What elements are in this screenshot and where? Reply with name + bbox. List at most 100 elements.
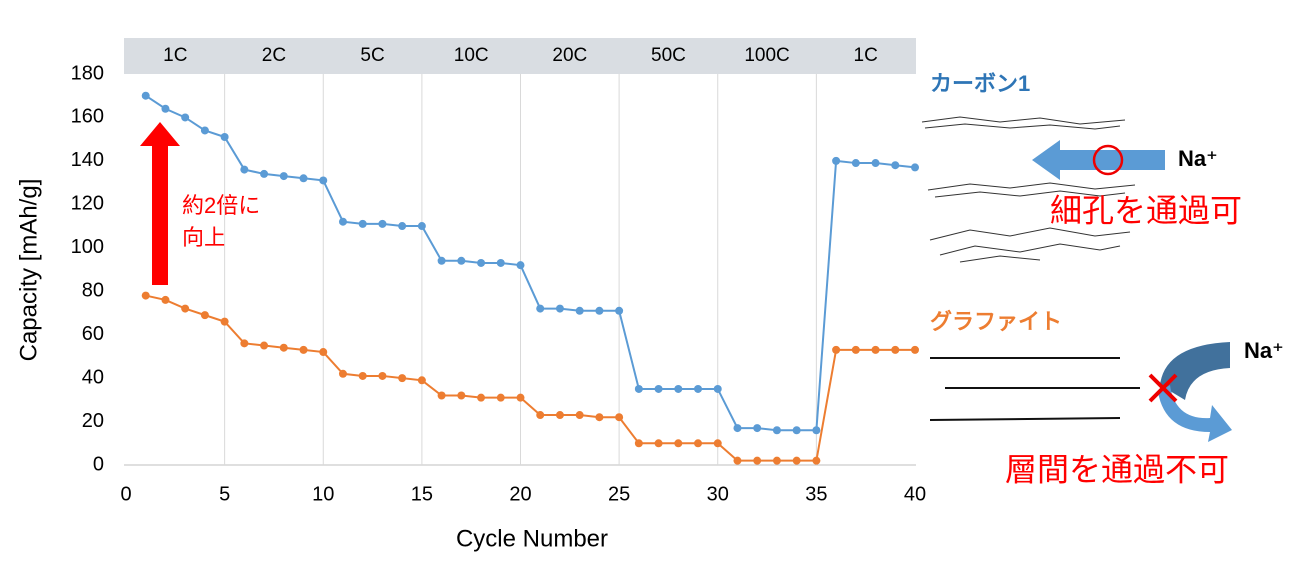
ion-label: Na⁺ (1178, 146, 1218, 171)
y-tick-label: 60 (82, 323, 104, 345)
data-point (279, 172, 288, 181)
band-label: 100C (744, 45, 789, 66)
data-point (141, 91, 150, 100)
data-point (299, 345, 308, 354)
data-point (417, 376, 426, 385)
data-point (595, 306, 604, 315)
data-point (674, 384, 683, 393)
data-point (516, 393, 525, 402)
x-axis-label: Cycle Number (456, 525, 608, 552)
data-point (654, 384, 663, 393)
data-point (496, 258, 505, 267)
data-point (595, 413, 604, 422)
data-point (694, 439, 703, 448)
data-point (398, 374, 407, 383)
data-point (141, 291, 150, 300)
data-point (279, 343, 288, 352)
band-label: 10C (454, 45, 489, 66)
x-tick-label: 40 (904, 483, 926, 505)
data-point (733, 424, 742, 433)
data-point (832, 156, 841, 165)
data-point (437, 256, 446, 265)
data-point (753, 424, 762, 433)
legend-label: グラファイト (930, 309, 1062, 334)
data-point (674, 439, 683, 448)
data-point (891, 161, 900, 170)
data-point (338, 369, 347, 378)
y-tick-label: 140 (71, 149, 104, 171)
ion-arrow (1158, 385, 1232, 442)
data-point (733, 456, 742, 465)
annotation: 向上 (182, 225, 226, 250)
data-point (851, 345, 860, 354)
data-point (575, 306, 584, 315)
data-point (713, 384, 722, 393)
data-point (575, 411, 584, 420)
band-label: 50C (651, 45, 686, 66)
ion-arrow (1032, 140, 1165, 180)
x-tick-label: 10 (312, 483, 334, 505)
data-point (654, 439, 663, 448)
data-point (358, 219, 367, 228)
data-point (240, 165, 249, 174)
data-point (555, 411, 564, 420)
x-tick-label: 30 (707, 483, 729, 505)
data-point (181, 113, 190, 122)
data-point (871, 159, 880, 168)
data-point (378, 219, 387, 228)
band-label: 2C (262, 45, 286, 66)
y-axis-label: Capacity [mAh/g] (15, 179, 42, 362)
y-tick-label: 20 (82, 410, 104, 432)
data-point (319, 348, 328, 357)
data-point (911, 345, 919, 354)
data-point (792, 426, 801, 435)
data-point (220, 317, 229, 326)
data-point (536, 304, 545, 313)
data-point (496, 393, 505, 402)
data-point (812, 456, 821, 465)
band-label: 1C (163, 45, 187, 66)
data-point (358, 371, 367, 380)
data-point (634, 384, 643, 393)
block-marker (1148, 373, 1178, 403)
x-tick-label: 20 (509, 483, 531, 505)
y-tick-label: 40 (82, 366, 104, 388)
x-tick-label: 35 (805, 483, 827, 505)
x-tick-label: 0 (120, 483, 131, 505)
data-point (240, 339, 249, 348)
data-point (911, 163, 919, 172)
carbon-illustration (921, 116, 1136, 263)
data-point (477, 258, 486, 267)
band-label: 1C (854, 45, 878, 66)
data-point (615, 306, 624, 315)
data-point (220, 132, 229, 141)
data-point (181, 304, 190, 313)
data-point (299, 174, 308, 183)
annotation: 約2倍に (182, 193, 260, 218)
band-label: 20C (552, 45, 587, 66)
annotation: 層間を通過不可 (1005, 451, 1229, 487)
y-tick-label: 180 (71, 62, 104, 84)
rate-band (124, 38, 916, 74)
data-point (260, 169, 269, 178)
data-point (832, 345, 841, 354)
ion-arrow (1160, 342, 1230, 400)
data-point (161, 104, 170, 113)
series-line (145, 294, 915, 462)
data-point (772, 426, 781, 435)
data-point (417, 222, 426, 231)
annotation: 細孔を通過可 (1050, 192, 1242, 228)
data-point (812, 426, 821, 435)
x-tick-label: 15 (411, 483, 433, 505)
data-point (200, 126, 209, 135)
data-point (437, 391, 446, 400)
x-tick-label: 5 (219, 483, 230, 505)
graphite-illustration (929, 357, 1140, 421)
x-tick-label: 25 (608, 483, 630, 505)
data-point (615, 413, 624, 422)
y-tick-label: 80 (82, 280, 104, 302)
data-point (891, 345, 900, 354)
y-tick-label: 120 (71, 193, 104, 215)
band-label: 5C (360, 45, 384, 66)
